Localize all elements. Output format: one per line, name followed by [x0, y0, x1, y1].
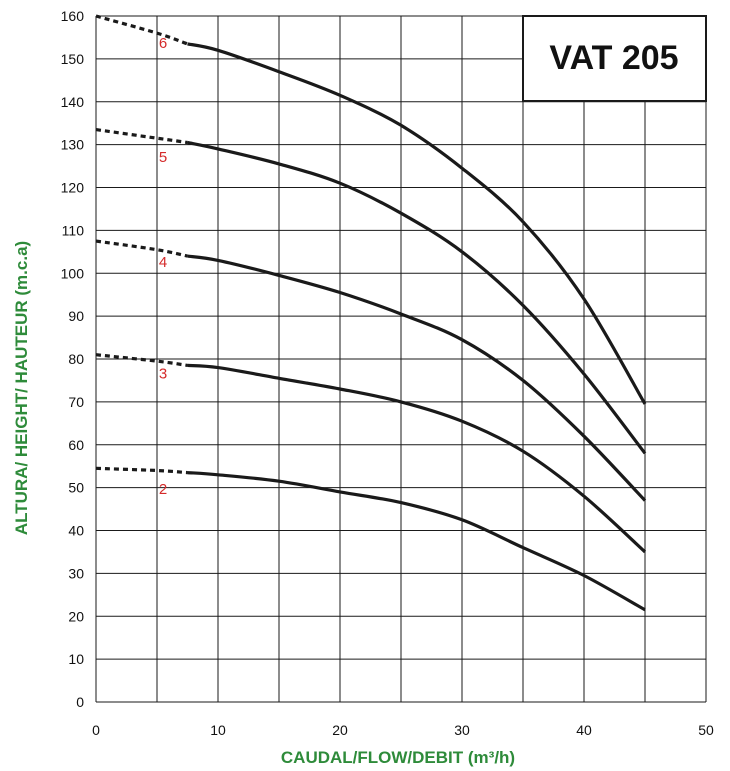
curve-labels: 2 3 4 5 6	[159, 35, 167, 498]
curve-label-2: 2	[159, 481, 167, 498]
y-tick-label: 50	[68, 480, 84, 496]
y-tick-label: 70	[68, 394, 84, 410]
x-axis-ticks: 0 10 20 30 40 50	[92, 722, 714, 738]
curve-4	[187, 254, 647, 502]
curve-label-4: 4	[159, 254, 167, 271]
y-tick-label: 40	[68, 523, 84, 539]
x-tick-label: 40	[576, 722, 592, 738]
y-axis-ticks: 0 10 20 30 40 50 60 70 80 90 100 110 120 130 140 150 160	[61, 8, 85, 710]
x-tick-label: 10	[210, 722, 226, 738]
curve-4-dashed	[95, 239, 188, 258]
curve-3	[187, 363, 647, 554]
curve-label-3: 3	[159, 365, 167, 382]
y-axis-label: ALTURA/ HEIGHT/ HAUTEUR (m.c.a)	[12, 241, 31, 535]
y-tick-label: 150	[61, 51, 85, 67]
curve-3-dashed	[95, 353, 188, 367]
curve-2-dashed	[95, 466, 188, 475]
title-box-frame	[522, 15, 707, 102]
x-tick-label: 50	[698, 722, 714, 738]
y-tick-label: 80	[68, 351, 84, 367]
y-tick-label: 160	[61, 8, 85, 24]
y-tick-label: 120	[61, 180, 85, 196]
title-box: VAT 205	[522, 15, 707, 102]
y-tick-label: 20	[68, 608, 84, 624]
grid	[95, 15, 707, 703]
x-tick-label: 0	[92, 722, 100, 738]
x-tick-label: 20	[332, 722, 348, 738]
curve-6-dashed	[95, 14, 189, 46]
y-tick-label: 60	[68, 437, 84, 453]
curves	[95, 14, 647, 612]
y-tick-label: 90	[68, 308, 84, 324]
curve-label-5: 5	[159, 149, 167, 166]
chart-title: VAT 205	[549, 39, 678, 77]
y-tick-label: 100	[61, 265, 85, 281]
y-tick-label: 130	[61, 137, 85, 153]
curve-5	[187, 140, 647, 455]
y-tick-label: 110	[62, 222, 85, 238]
y-tick-label: 140	[61, 94, 85, 110]
curve-2	[187, 471, 646, 612]
y-tick-label: 30	[68, 565, 84, 581]
x-axis-label: CAUDAL/FLOW/DEBIT (m³/h)	[281, 748, 515, 767]
curve-5-dashed	[95, 128, 188, 145]
curve-label-6: 6	[159, 35, 167, 52]
y-tick-label: 10	[68, 651, 84, 667]
x-tick-label: 30	[454, 722, 470, 738]
y-tick-label: 0	[76, 694, 84, 710]
curve-6	[187, 42, 647, 405]
